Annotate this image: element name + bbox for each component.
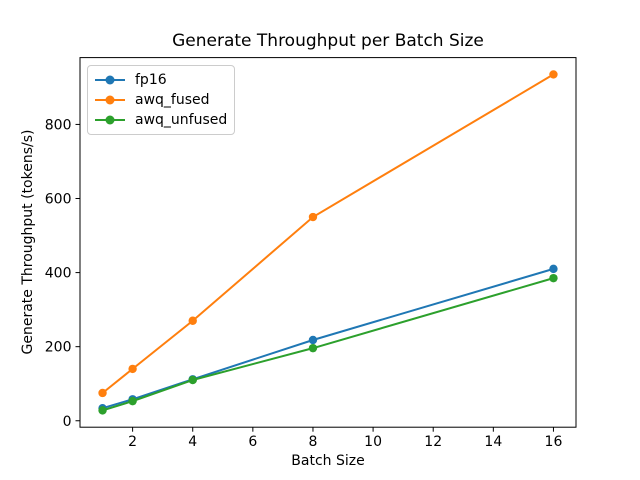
data-point-awq_fused <box>128 364 137 374</box>
data-point-awq_fused <box>549 70 558 79</box>
legend-dot <box>105 115 115 125</box>
legend-item-awq_fused: awq_fused <box>95 90 227 110</box>
data-point-awq_fused <box>98 388 107 398</box>
y-tick-label: 400 <box>45 266 72 282</box>
x-tick-label: 6 <box>248 434 257 450</box>
data-point-fp16 <box>308 335 318 345</box>
y-tick-label: 800 <box>45 117 72 133</box>
legend-item-fp16: fp16 <box>95 70 227 90</box>
x-tick-label: 4 <box>188 434 197 450</box>
x-tick-label: 12 <box>424 434 442 450</box>
x-tick-label: 16 <box>545 434 563 450</box>
chart-title: Generate Throughput per Batch Size <box>172 31 484 51</box>
data-point-awq_unfused <box>128 396 137 406</box>
legend-marker-icon <box>95 75 125 85</box>
series-line-awq_unfused <box>102 277 554 412</box>
legend-marker-icon <box>95 95 125 105</box>
data-point-awq_unfused <box>308 343 318 353</box>
x-axis-label: Batch Size <box>291 453 365 469</box>
y-tick-label: 0 <box>63 414 72 430</box>
x-tick-label: 10 <box>364 434 382 450</box>
data-point-awq_fused <box>188 316 197 325</box>
data-point-fp16 <box>549 264 558 274</box>
x-tick-label: 2 <box>128 434 137 450</box>
legend-label-awq_fused: awq_fused <box>135 92 210 108</box>
legend-dot <box>105 95 115 105</box>
axes-frame <box>79 57 577 428</box>
legend-marker-icon <box>95 115 125 125</box>
data-point-awq_unfused <box>549 273 558 283</box>
x-tick-label: 8 <box>309 434 318 450</box>
data-point-awq_unfused <box>188 375 197 385</box>
y-tick-label: 200 <box>45 340 72 356</box>
legend: fp16 awq_fused awq_unfused <box>87 65 236 135</box>
data-point-awq_fused <box>308 212 318 222</box>
data-point-awq_unfused <box>98 406 107 415</box>
legend-item-awq_unfused: awq_unfused <box>95 110 227 130</box>
y-tick-label: 600 <box>45 192 72 208</box>
x-tick-label: 14 <box>484 434 502 450</box>
legend-dot <box>105 75 115 85</box>
legend-label-fp16: fp16 <box>135 72 167 88</box>
legend-label-awq_unfused: awq_unfused <box>135 112 228 128</box>
